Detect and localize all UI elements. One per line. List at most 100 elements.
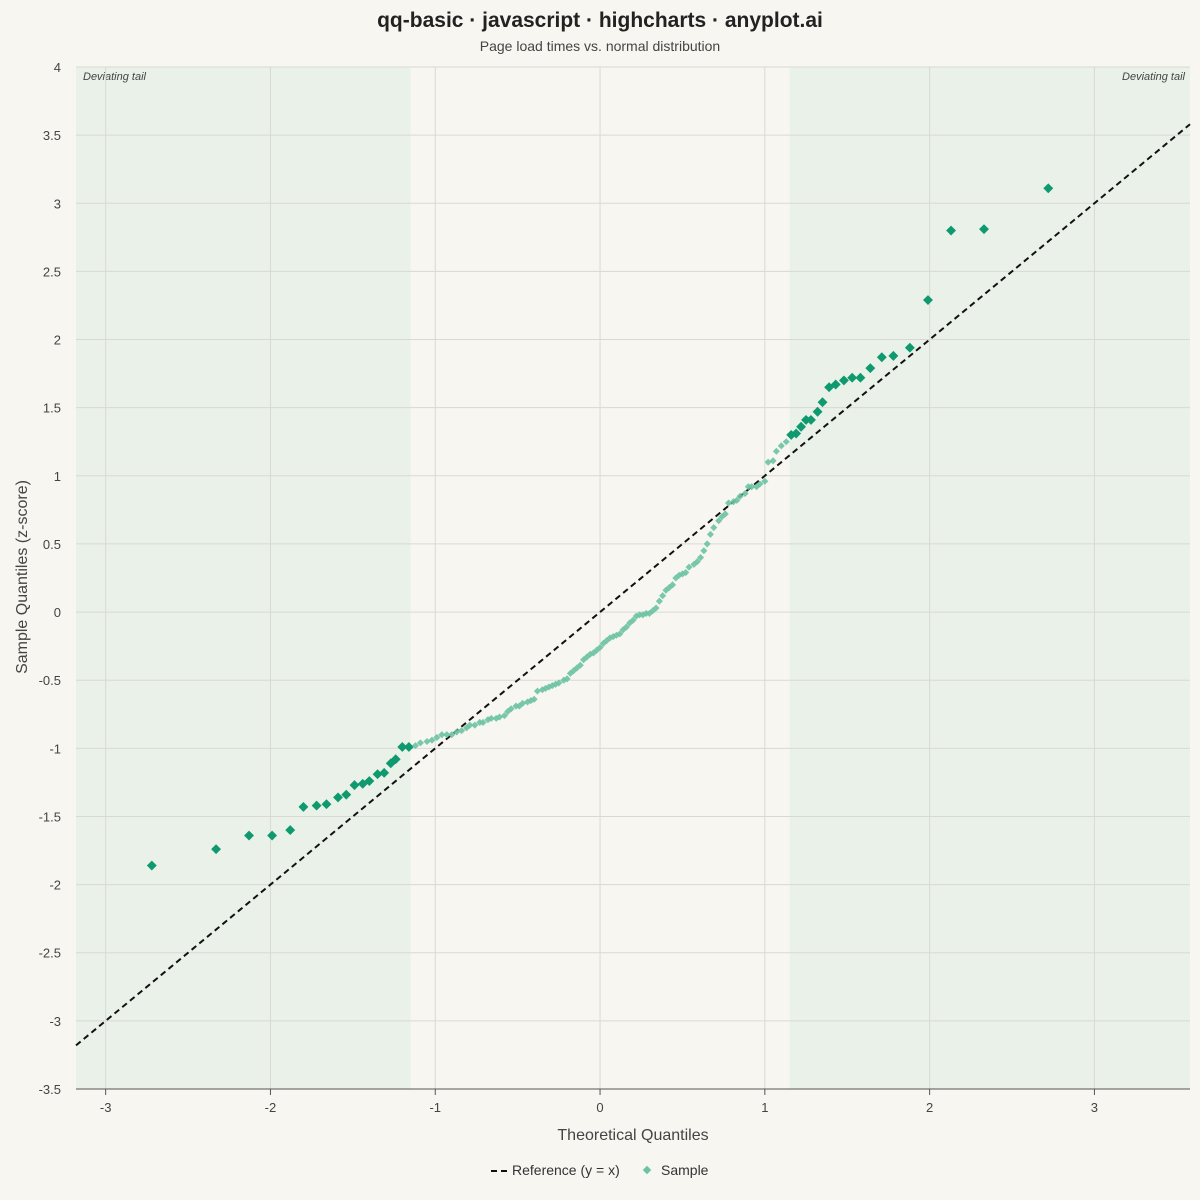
- legend[interactable]: Reference (y = x) Sample: [491, 1162, 709, 1178]
- tail-sample-point: [847, 372, 858, 383]
- tail-sample-point: [838, 375, 849, 386]
- sample-point: [756, 480, 764, 488]
- sample-point: [616, 630, 624, 638]
- tail-sample-point: [830, 379, 841, 390]
- axes: -3 -2 -1 0 1 2 3 4 3.5 3 2.5 2 1.5 1 0.5 0 -0.5 -1 -1.5 -2 -…: [39, 60, 1190, 1115]
- tail-sample-point: [146, 860, 157, 871]
- tail-band-2: [789, 67, 1190, 1089]
- sample-point: [703, 540, 711, 548]
- sample-point: [733, 496, 741, 504]
- x-tick-label: 2: [926, 1100, 933, 1115]
- tail-sample-point: [855, 372, 866, 383]
- tail-sample-point: [796, 421, 807, 432]
- sample-point: [555, 679, 563, 687]
- tail-sample-point: [817, 397, 828, 408]
- tail-sample-point: [311, 800, 322, 811]
- y-tick-label: 0.5: [43, 537, 61, 552]
- sample-point: [697, 554, 705, 562]
- y-axis-label: Sample Quantiles (z-score): [14, 480, 31, 674]
- sample-point: [495, 713, 504, 721]
- y-tick-label: -2.5: [39, 946, 61, 961]
- sample-point: [725, 499, 733, 507]
- tail-sample-point: [806, 414, 816, 425]
- tail-sample-point: [379, 767, 390, 778]
- x-tick-label: 1: [761, 1100, 768, 1115]
- sample-point: [519, 699, 527, 707]
- sample-point: [764, 458, 772, 466]
- sample-point: [428, 736, 436, 744]
- sample-point: [576, 661, 584, 669]
- reference-line-layer: [75, 123, 1191, 1047]
- tail-sample-point: [267, 830, 278, 841]
- tail-sample-point: [904, 342, 915, 353]
- sample-point: [471, 721, 479, 729]
- tail-sample-point: [397, 742, 408, 752]
- sample-point: [453, 728, 461, 736]
- sample-point: [411, 742, 420, 750]
- sample-point: [443, 731, 451, 739]
- sample-point: [458, 727, 466, 735]
- sample-point: [706, 530, 714, 538]
- sample-point: [433, 733, 441, 741]
- sample-point: [655, 597, 663, 605]
- x-tick-label: -2: [265, 1100, 277, 1115]
- legend-item-reference[interactable]: Reference (y = x): [491, 1162, 620, 1178]
- sample-point: [693, 558, 701, 566]
- sample-point: [622, 623, 630, 631]
- tail-sample-point: [333, 792, 343, 803]
- chart-subtitle: Page load times vs. normal distribution: [480, 38, 720, 54]
- tail-band-1: [76, 67, 411, 1089]
- sample-point: [629, 616, 637, 624]
- y-tick-label: 3: [54, 196, 61, 211]
- tail-sample-point: [298, 801, 309, 812]
- sample-point: [748, 483, 756, 491]
- sample-point: [416, 739, 424, 747]
- sample-point: [530, 695, 538, 703]
- tail-sample-point: [244, 830, 254, 841]
- sample-point: [710, 524, 718, 532]
- legend-sample-swatch: [642, 1165, 652, 1175]
- sample-point: [669, 581, 677, 589]
- sample-point: [685, 563, 693, 571]
- legend-sample-label: Sample: [661, 1162, 709, 1178]
- sample-point: [772, 447, 780, 455]
- y-tick-label: -3.5: [39, 1082, 61, 1097]
- y-tick-label: -1: [49, 741, 61, 756]
- sample-point: [479, 718, 487, 726]
- y-tick-label: 1.5: [43, 401, 61, 416]
- y-tick-label: -0.5: [39, 673, 61, 688]
- y-tick-label: 0: [54, 605, 61, 620]
- sample-point: [596, 643, 604, 652]
- y-tick-label: 3.5: [43, 128, 61, 143]
- y-tick-label: 4: [54, 60, 61, 75]
- x-tick-label: -1: [429, 1100, 441, 1115]
- tail-sample-point: [1043, 183, 1054, 194]
- legend-item-sample[interactable]: Sample: [642, 1162, 709, 1178]
- sample-point: [423, 737, 431, 746]
- tail-sample-point: [812, 406, 823, 417]
- y-tick-label: -3: [49, 1014, 61, 1029]
- x-tick-label: 3: [1091, 1100, 1098, 1115]
- sample-point: [533, 687, 541, 695]
- chart-title: qq-basic · javascript · highcharts · any…: [377, 9, 823, 32]
- sample-point: [700, 547, 708, 555]
- tail-sample-point: [946, 225, 957, 236]
- tail-sample-point: [390, 754, 401, 765]
- sample-points: [146, 183, 1054, 871]
- sample-point: [466, 721, 474, 729]
- sample-point: [761, 477, 769, 485]
- sample-point: [769, 457, 777, 465]
- tail-band-label-1: Deviating tail: [83, 71, 147, 83]
- tail-sample-point: [372, 769, 383, 780]
- y-tick-label: -1.5: [39, 809, 61, 824]
- y-tick-label: -2: [49, 878, 61, 893]
- reference-line: [75, 123, 1191, 1047]
- tail-band-label-2: Deviating tail: [1122, 71, 1186, 83]
- sample-point: [777, 442, 785, 450]
- tail-sample-point: [865, 363, 876, 374]
- sample-point: [652, 604, 660, 612]
- sample-point: [487, 714, 495, 722]
- sample-point: [741, 489, 749, 498]
- sample-point: [736, 492, 744, 500]
